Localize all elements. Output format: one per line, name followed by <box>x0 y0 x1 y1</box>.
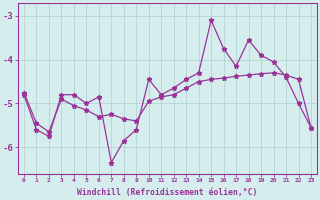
X-axis label: Windchill (Refroidissement éolien,°C): Windchill (Refroidissement éolien,°C) <box>77 188 258 197</box>
